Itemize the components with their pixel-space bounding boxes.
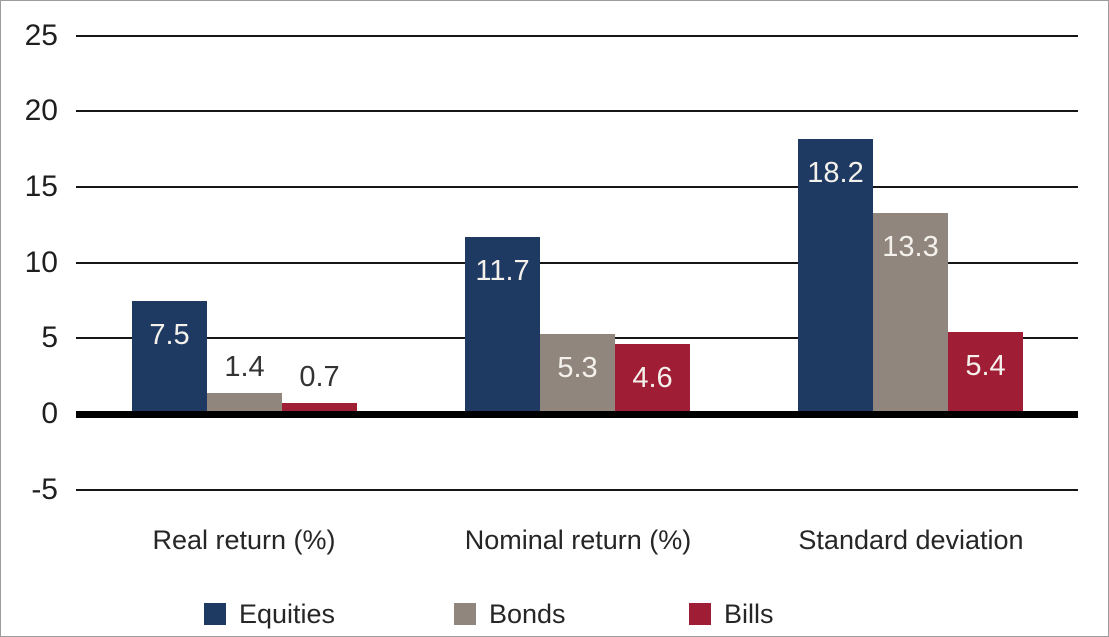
bar-equities-1: 11.7 [465,236,540,417]
bar-equities-0: 7.5 [132,300,207,417]
gridline-10 [76,261,1078,264]
bar-bonds-1: 5.3 [540,333,615,417]
legend-item-bonds: Bonds [454,598,566,629]
bar-bonds-2: 13.3 [873,212,948,417]
legend-label-equities: Equities [239,598,336,629]
bar-value-label: 4.6 [632,362,673,395]
equities-swatch-icon [204,603,226,625]
bar-value-label: 18.2 [807,156,864,189]
bar-value-label: 5.4 [965,350,1006,383]
y-tick-label-25: 25 [24,18,58,52]
y-tick-label-0: 0 [41,397,58,430]
gridline-15 [76,186,1078,189]
y-tick-label-10: 10 [24,245,58,279]
legend-item-equities: Equities [204,598,336,629]
y-tick-label-20: 20 [24,94,58,128]
gridline-25 [76,34,1078,37]
bar-bills-1: 4.6 [615,344,690,417]
category-label-nominal-return: Nominal return (%) [464,525,692,555]
gridline-20 [76,110,1078,113]
zero-axis-line [76,410,1078,418]
bar-value-label: 13.3 [882,230,939,263]
legend-label-bills: Bills [724,598,774,629]
bar-value-label: 5.3 [557,351,598,384]
bar-value-label: 0.7 [299,361,340,394]
y-tick-label-15: 15 [24,170,58,204]
legend-item-bills: Bills [689,598,774,629]
y-tick-label--5: -5 [31,472,58,506]
category-label-real-return: Real return (%) [152,525,336,555]
bar-value-label: 11.7 [475,254,530,287]
bar-bills-2: 5.4 [948,332,1023,417]
bonds-swatch-icon [454,603,476,625]
bar-value-label: 7.5 [149,318,190,351]
category-label-standard-deviation: Standard deviation [798,525,1024,555]
y-tick-label-5: 5 [41,321,58,355]
bar-value-label: 1.4 [224,350,265,383]
bills-swatch-icon [689,603,711,625]
legend-label-bonds: Bonds [489,598,566,629]
gridline--5 [76,488,1078,491]
bar-equities-2: 18.2 [798,138,873,417]
